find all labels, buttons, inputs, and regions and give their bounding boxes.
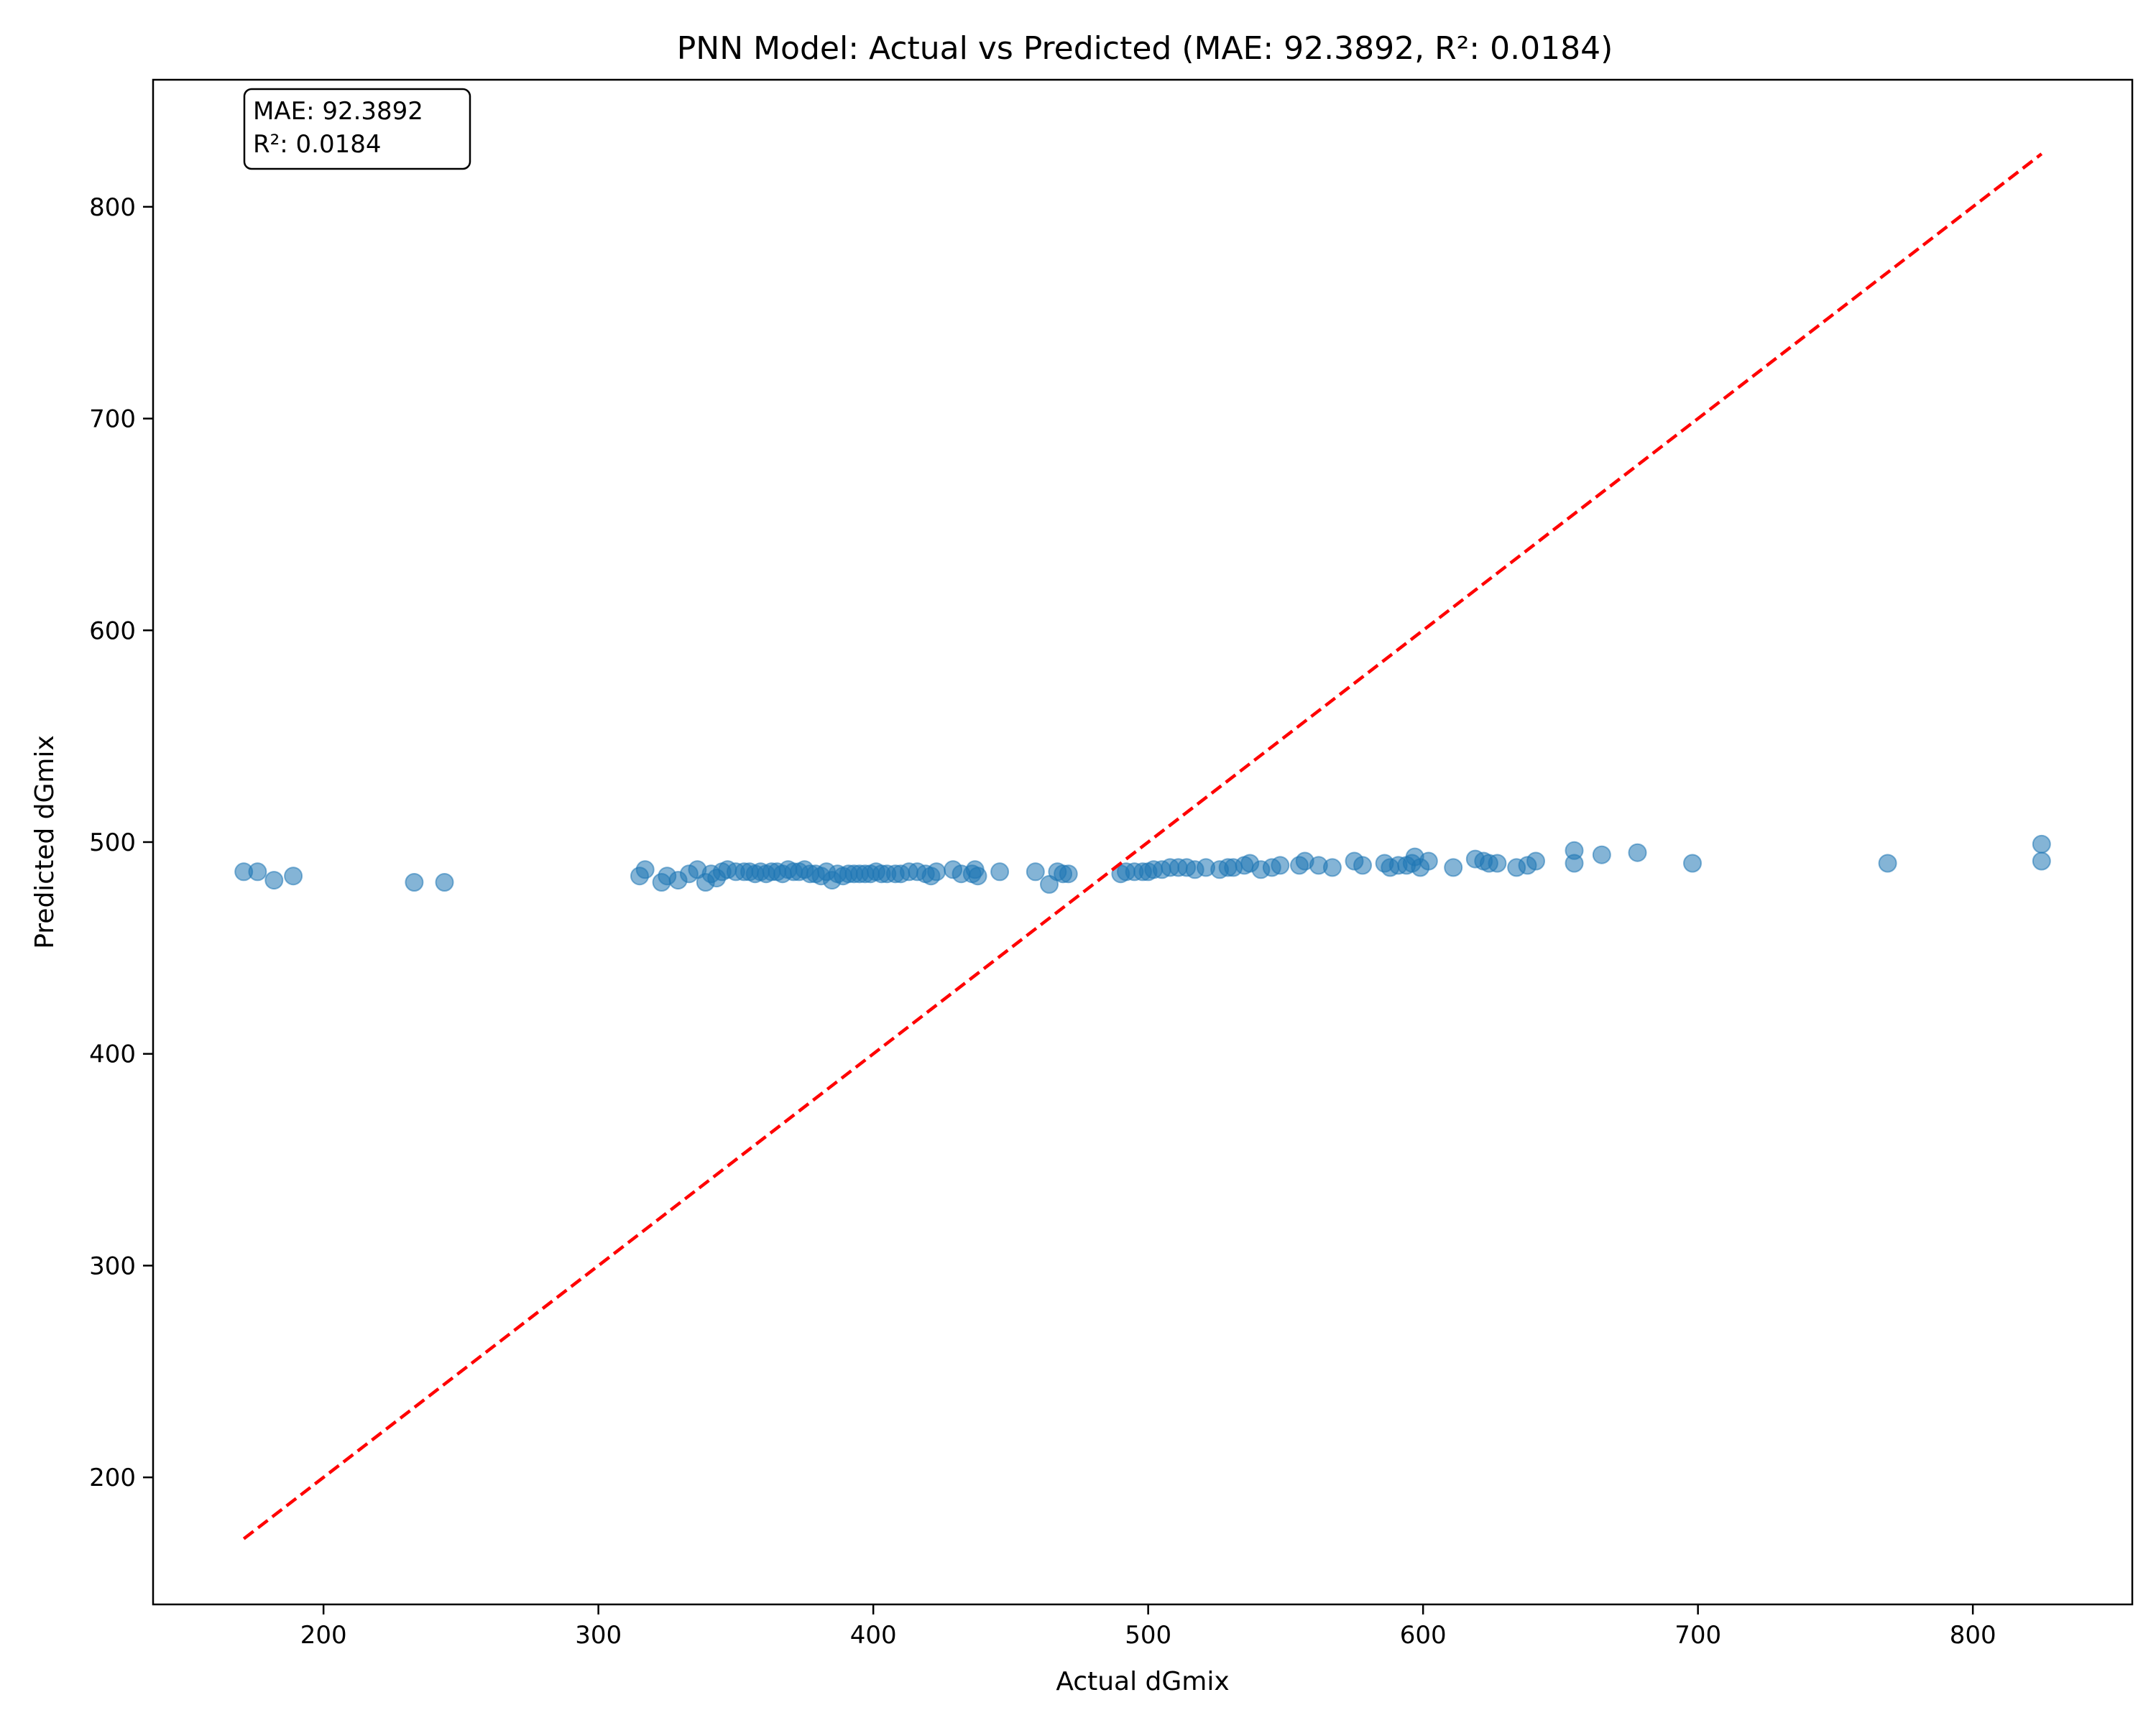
data-point (1419, 851, 1438, 871)
chart-title: PNN Model: Actual vs Predicted (MAE: 92.… (677, 30, 1613, 67)
y-tick-label: 800 (89, 193, 136, 222)
reference-line-layer (242, 152, 2043, 1540)
data-point (968, 867, 987, 886)
data-points (234, 834, 2051, 894)
y-tick-label: 700 (89, 405, 136, 434)
data-point (248, 862, 267, 882)
reference-line (242, 152, 2043, 1540)
data-point (1592, 845, 1611, 864)
data-point (284, 867, 303, 886)
data-point (1488, 854, 1507, 873)
x-axis-ticks: 200 300 400 500 600 700 800 (300, 1604, 1996, 1650)
x-tick-label: 200 (300, 1621, 347, 1650)
data-point (927, 862, 946, 882)
metrics-annotation-box (243, 88, 471, 170)
data-point (1526, 851, 1545, 871)
y-tick-label: 200 (89, 1464, 136, 1492)
y-tick-label: 300 (89, 1252, 136, 1280)
y-tick-label: 600 (89, 616, 136, 645)
data-point (2032, 834, 2051, 854)
y-tick-label: 500 (89, 828, 136, 857)
data-point (1683, 854, 1702, 873)
data-point (2032, 851, 2051, 871)
x-tick-label: 300 (575, 1621, 622, 1650)
data-point (264, 871, 284, 890)
metrics-annotation: MAE: 92.3892 R²: 0.0184 (243, 88, 471, 170)
y-axis-label: Predicted dGmix (30, 735, 60, 949)
data-point (1444, 858, 1463, 877)
y-axis-ticks: 200 300 400 500 600 700 800 (89, 193, 153, 1492)
r2-annotation-text: R²: 0.0184 (253, 130, 381, 159)
x-tick-label: 700 (1674, 1621, 1721, 1650)
data-point (1026, 862, 1045, 882)
x-tick-label: 800 (1950, 1621, 1996, 1650)
x-tick-label: 600 (1400, 1621, 1447, 1650)
data-point (1059, 864, 1078, 884)
data-point (1878, 854, 1897, 873)
data-point (635, 860, 655, 879)
x-tick-label: 500 (1125, 1621, 1171, 1650)
mae-annotation-text: MAE: 92.3892 (253, 97, 423, 126)
data-point (990, 862, 1010, 882)
y-tick-label: 400 (89, 1040, 136, 1069)
data-point (1271, 856, 1290, 875)
data-point (1628, 843, 1647, 862)
data-point (435, 873, 454, 892)
data-point (405, 873, 424, 892)
data-point (1353, 856, 1372, 875)
x-axis-label: Actual dGmix (1056, 1667, 1229, 1696)
data-point (1565, 854, 1584, 873)
data-point (1322, 858, 1342, 877)
x-tick-label: 400 (850, 1621, 897, 1650)
